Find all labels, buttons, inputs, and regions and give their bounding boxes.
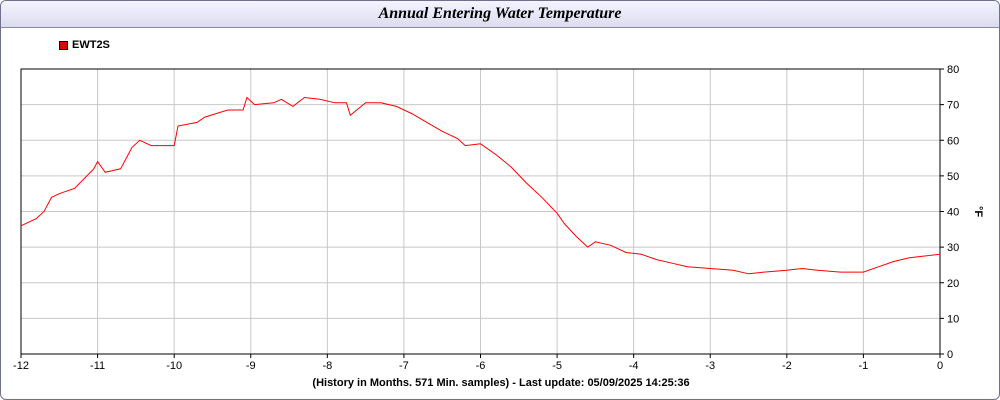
series-line-ewt2s	[20, 96, 941, 275]
y-axis: 0 10 20 30 40 50 60 70 80	[940, 64, 959, 361]
chart-footer: (History in Months. 571 Min. samples) - …	[312, 377, 690, 389]
y-tick-label: 60	[947, 135, 959, 147]
y-tick-label: 0	[947, 349, 953, 361]
y-tick-label: 80	[947, 64, 959, 76]
x-tick-label: -10	[166, 360, 182, 372]
grid-lines	[20, 68, 941, 355]
y-axis-unit: °F	[972, 206, 984, 217]
x-tick-label: 0	[937, 360, 943, 372]
x-tick-label: -8	[322, 360, 332, 372]
x-tick-label: -1	[859, 360, 869, 372]
x-tick-label: -3	[705, 360, 715, 372]
chart-title-bar: Annual Entering Water Temperature	[1, 1, 999, 28]
x-tick-label: -7	[399, 360, 409, 372]
chart-title: Annual Entering Water Temperature	[378, 5, 622, 22]
legend-label-ewt2s: EWT2S	[72, 39, 110, 51]
y-tick-label: 20	[947, 278, 959, 290]
x-tick-label: -5	[552, 360, 562, 372]
legend-swatch-ewt2s	[59, 40, 68, 50]
legend: EWT2S	[59, 39, 110, 51]
y-tick-label: 40	[947, 207, 959, 219]
y-tick-label: 50	[947, 171, 959, 183]
x-tick-label: -2	[782, 360, 792, 372]
y-tick-label: 30	[947, 242, 959, 254]
x-tick-label: -9	[246, 360, 256, 372]
x-tick-label: -11	[90, 360, 105, 372]
y-tick-label: 70	[947, 100, 959, 112]
y-tick-label: 10	[947, 313, 959, 325]
x-axis: -12 -11 -10 -9 -8 -7 -6 -5 -4 -3 -2 -1 0	[13, 354, 943, 372]
x-tick-label: -12	[13, 360, 29, 372]
x-tick-label: -6	[476, 360, 486, 372]
x-tick-label: -4	[629, 360, 639, 372]
